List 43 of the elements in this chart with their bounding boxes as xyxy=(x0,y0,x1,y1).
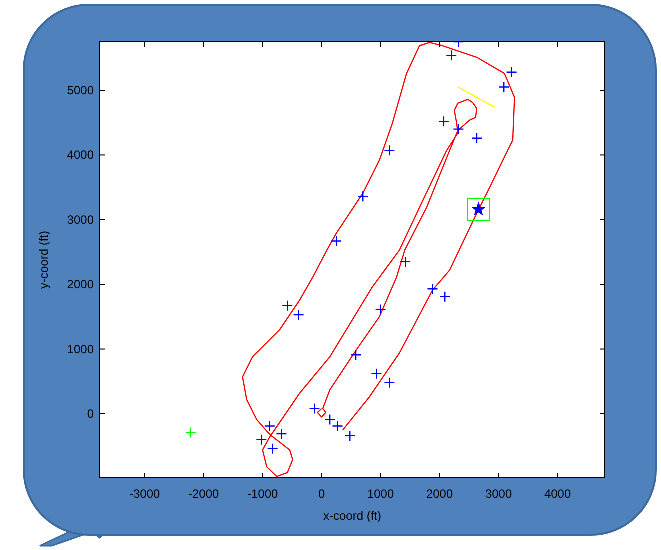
point xyxy=(384,145,396,156)
point xyxy=(185,427,196,438)
x-tick-label: 4000 xyxy=(544,487,572,501)
y-tick-label: 2000 xyxy=(67,278,94,292)
point xyxy=(293,309,304,321)
point xyxy=(267,443,278,454)
point xyxy=(471,132,483,144)
point xyxy=(276,428,288,440)
y-tick-label: 4000 xyxy=(67,148,94,162)
point xyxy=(375,304,386,316)
point xyxy=(498,82,510,93)
x-tick-label: -2000 xyxy=(188,487,220,501)
y-tick-label: 1000 xyxy=(67,342,94,356)
y-axis-title: y-coord (ft) xyxy=(37,230,51,290)
point xyxy=(330,236,342,247)
point xyxy=(506,66,518,78)
point xyxy=(467,198,490,222)
point xyxy=(282,300,294,312)
point xyxy=(453,124,464,135)
x-tick-label: 1000 xyxy=(367,487,394,501)
point xyxy=(427,284,438,295)
point xyxy=(446,50,458,62)
x-tick-label: -3000 xyxy=(129,487,160,501)
y-tick-label: 0 xyxy=(87,406,94,421)
point xyxy=(440,291,451,302)
line-series xyxy=(242,42,516,478)
point xyxy=(350,349,362,361)
point xyxy=(264,420,276,432)
x-axis-title: x-coord (ft) xyxy=(323,509,382,523)
x-tick-label: 2000 xyxy=(426,487,454,501)
point xyxy=(358,191,369,202)
point xyxy=(256,434,268,446)
point xyxy=(344,430,356,442)
x-tick-label: 3000 xyxy=(485,487,512,501)
point xyxy=(384,377,396,389)
x-tick-label: 0 xyxy=(318,487,326,501)
point xyxy=(438,116,450,128)
point xyxy=(309,403,320,414)
y-tick-label: 3000 xyxy=(67,212,94,227)
point xyxy=(400,256,412,268)
y-tick-label: 5000 xyxy=(67,84,94,98)
x-tick-label: -1000 xyxy=(247,487,278,501)
point xyxy=(371,368,382,380)
